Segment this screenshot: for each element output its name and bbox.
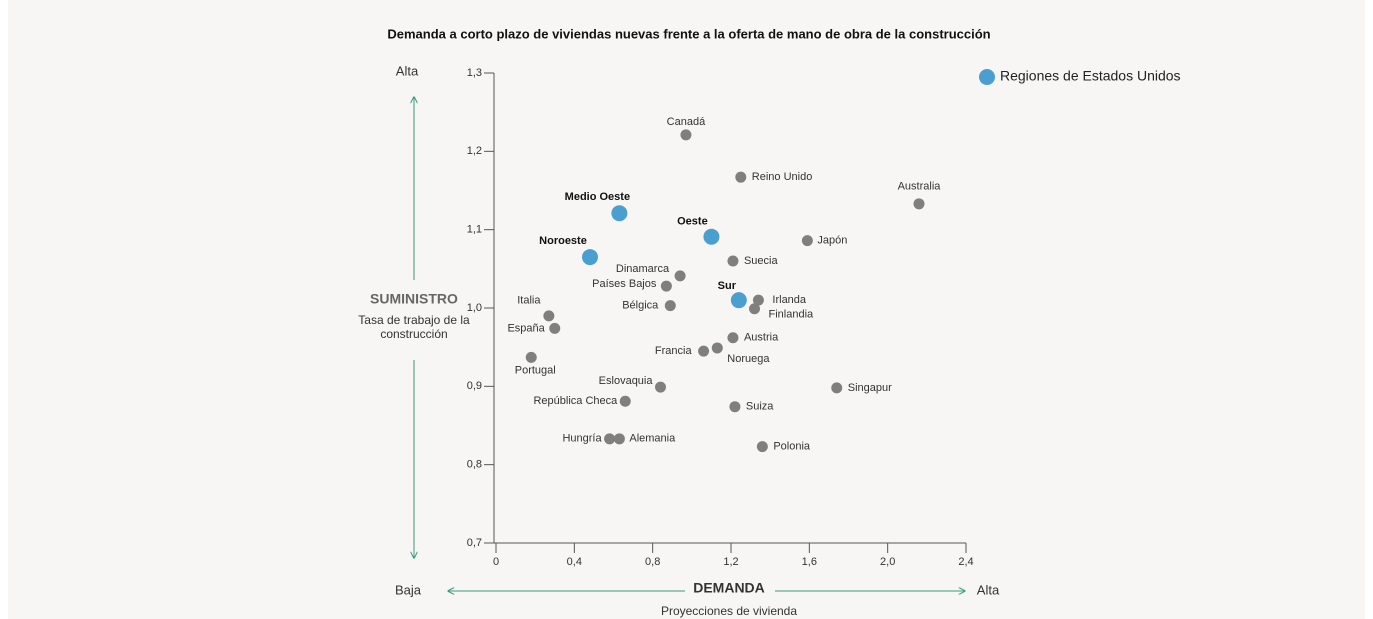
low-label: Baja: [395, 582, 422, 597]
region-point: [703, 228, 720, 245]
x-tick-label: 0: [493, 556, 499, 568]
y-tick-label: 0,9: [467, 380, 482, 392]
region-point: [611, 205, 628, 222]
country-label: Francia: [655, 345, 693, 357]
country-point: [831, 382, 843, 394]
country-label: Austria: [744, 332, 779, 344]
country-point: [749, 303, 760, 315]
x-tick-label: 0,4: [567, 556, 582, 568]
country-label: Noruega: [727, 353, 770, 365]
country-label: Alemania: [629, 433, 676, 445]
country-point: [525, 351, 537, 363]
x-axis-subtitle: Proyecciones de vivienda: [661, 604, 797, 618]
y-tick-label: 1,3: [467, 67, 482, 79]
country-point: [680, 129, 692, 141]
country-point: [549, 322, 561, 334]
country-label: Singapur: [848, 382, 892, 394]
x-high-label: Alta: [977, 582, 1000, 597]
y-tick-label: 1,0: [467, 302, 482, 314]
x-tick-label: 1,6: [802, 556, 817, 568]
country-point: [729, 401, 741, 413]
y-tick-label: 0,7: [467, 537, 482, 549]
y-high-label: Alta: [396, 63, 419, 78]
country-point: [613, 433, 625, 445]
y-tick-label: 0,8: [467, 459, 482, 471]
country-point: [711, 342, 723, 354]
country-point: [735, 171, 747, 183]
country-point: [655, 381, 666, 393]
country-label: República Checa: [533, 395, 618, 407]
country-point: [727, 255, 739, 267]
country-label: Reino Unido: [752, 171, 813, 183]
legend-label: Regiones de Estados Unidos: [1000, 68, 1181, 84]
x-tick-label: 0,8: [645, 556, 660, 568]
country-point: [543, 310, 555, 322]
y-tick-label: 1,1: [467, 224, 482, 236]
legend-marker: [979, 69, 995, 85]
country-label: Eslovaquia: [599, 375, 654, 387]
country-label: Bélgica: [622, 300, 659, 312]
country-label: Polonia: [773, 441, 811, 453]
country-label: Australia: [898, 181, 942, 193]
region-label: Noroeste: [539, 235, 587, 247]
country-point: [664, 300, 676, 312]
chart-title: Demanda a corto plazo de viviendas nueva…: [387, 26, 990, 41]
x-tick-label: 2,4: [958, 556, 973, 568]
country-point: [674, 270, 686, 282]
country-label: Italia: [517, 295, 541, 307]
country-point: [619, 395, 631, 407]
country-label: Hungría: [562, 433, 602, 445]
y-axis-subtitle: Tasa de trabajo de la construcción: [358, 313, 470, 341]
y-tick-label: 1,2: [467, 145, 482, 157]
country-label: Dinamarca: [616, 263, 670, 275]
country-label: Irlanda: [772, 294, 807, 306]
country-label: Suecia: [744, 255, 779, 267]
country-label: España: [507, 322, 545, 334]
country-label: Países Bajos: [592, 278, 657, 290]
x-tick-label: 2,0: [880, 556, 895, 568]
y-axis-title: SUMINISTRO: [370, 291, 458, 307]
country-point: [752, 294, 764, 306]
region-label: Sur: [718, 280, 737, 292]
country-label: Canadá: [667, 116, 706, 128]
region-point: [582, 249, 598, 266]
region-label: Oeste: [677, 216, 708, 228]
region-label: Medio Oeste: [565, 191, 630, 203]
country-label: Suiza: [746, 401, 774, 413]
country-label: Portugal: [515, 364, 556, 376]
country-point: [913, 198, 925, 210]
x-axis-title: DEMANDA: [693, 580, 765, 596]
country-point: [756, 441, 768, 453]
country-point: [604, 433, 616, 445]
country-label: Japón: [817, 235, 847, 247]
country-point: [801, 235, 813, 247]
country-point: [698, 345, 710, 357]
x-tick-label: 1,2: [723, 556, 738, 568]
country-label: Finlandia: [769, 309, 815, 321]
country-point: [660, 280, 672, 292]
country-point: [727, 332, 739, 344]
region-point: [730, 292, 747, 309]
background: [8, 0, 1365, 619]
